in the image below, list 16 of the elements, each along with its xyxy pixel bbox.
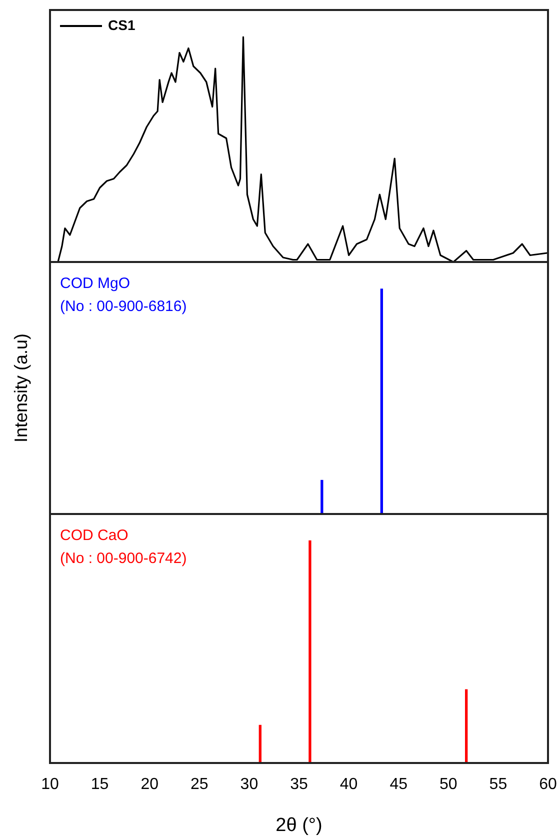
x-tick-label: 10: [41, 776, 59, 794]
x-tick-label: 60: [539, 776, 557, 794]
x-tick-label: 15: [90, 776, 109, 794]
x-axis-title: 2θ (°): [276, 814, 322, 836]
x-tick-label: 55: [489, 776, 508, 794]
x-tick-label: 25: [190, 776, 208, 794]
x-tick-label: 35: [290, 776, 308, 794]
x-tick-label: 45: [390, 776, 408, 794]
x-tick-label: 50: [440, 776, 458, 794]
text: COD CaO (No : 00-900-6742): [60, 527, 187, 568]
x-tick-label: 40: [340, 776, 358, 794]
y-axis-title: Intensity (a.u): [10, 333, 31, 443]
legend-label: CS1: [108, 16, 136, 33]
x-tick-label: 20: [140, 776, 159, 794]
text: COD MgO (No : 00-900-6816): [60, 275, 187, 316]
x-tick-label: 30: [240, 776, 258, 794]
